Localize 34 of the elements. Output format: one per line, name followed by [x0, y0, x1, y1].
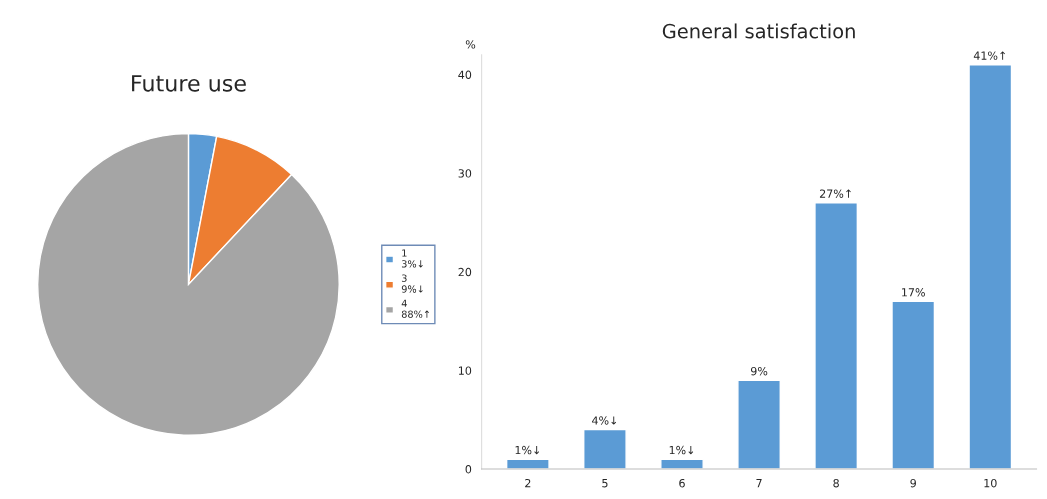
- bar: [891, 300, 936, 470]
- chart-title: Future use: [132, 75, 246, 92]
- x-tick-label: 6: [679, 478, 685, 488]
- legend-label: 3: [401, 274, 407, 282]
- bar: [737, 379, 781, 470]
- x-tick-label: 5: [602, 479, 608, 488]
- data-label: 1%↓: [515, 445, 540, 455]
- x-tick-label: 9: [910, 478, 916, 488]
- data-label: 4%↓: [592, 416, 617, 425]
- y-tick-label: 10: [458, 366, 472, 375]
- data-label: 1%↓: [669, 445, 694, 455]
- y-axis-title: %: [465, 40, 476, 49]
- data-label: 3%↓: [401, 260, 423, 268]
- x-tick-label: 2: [525, 478, 531, 488]
- y-tick-label: 0: [465, 465, 472, 474]
- y-tick-label: 40: [458, 70, 472, 79]
- pie-slice: [37, 132, 340, 436]
- data-label: 17%: [902, 288, 925, 297]
- x-tick-label: 7: [756, 479, 762, 488]
- y-tick-label: 20: [458, 267, 472, 277]
- legend-label: 4: [401, 299, 407, 307]
- bar: [583, 428, 627, 470]
- data-label: 9%: [750, 366, 768, 376]
- x-tick-label: 10: [984, 478, 997, 488]
- y-tick-label: 30: [458, 169, 472, 178]
- data-label: 41%↑: [973, 51, 1006, 60]
- x-tick-label: 8: [833, 478, 839, 488]
- bar: [814, 202, 859, 470]
- legend-label: 1: [402, 249, 407, 257]
- data-label: 9%↓: [401, 285, 423, 293]
- data-label: 27%↑: [819, 189, 851, 198]
- bar: [968, 64, 1013, 470]
- data-label: 88%↑: [401, 310, 429, 318]
- chart-title: General satisfaction: [662, 23, 855, 39]
